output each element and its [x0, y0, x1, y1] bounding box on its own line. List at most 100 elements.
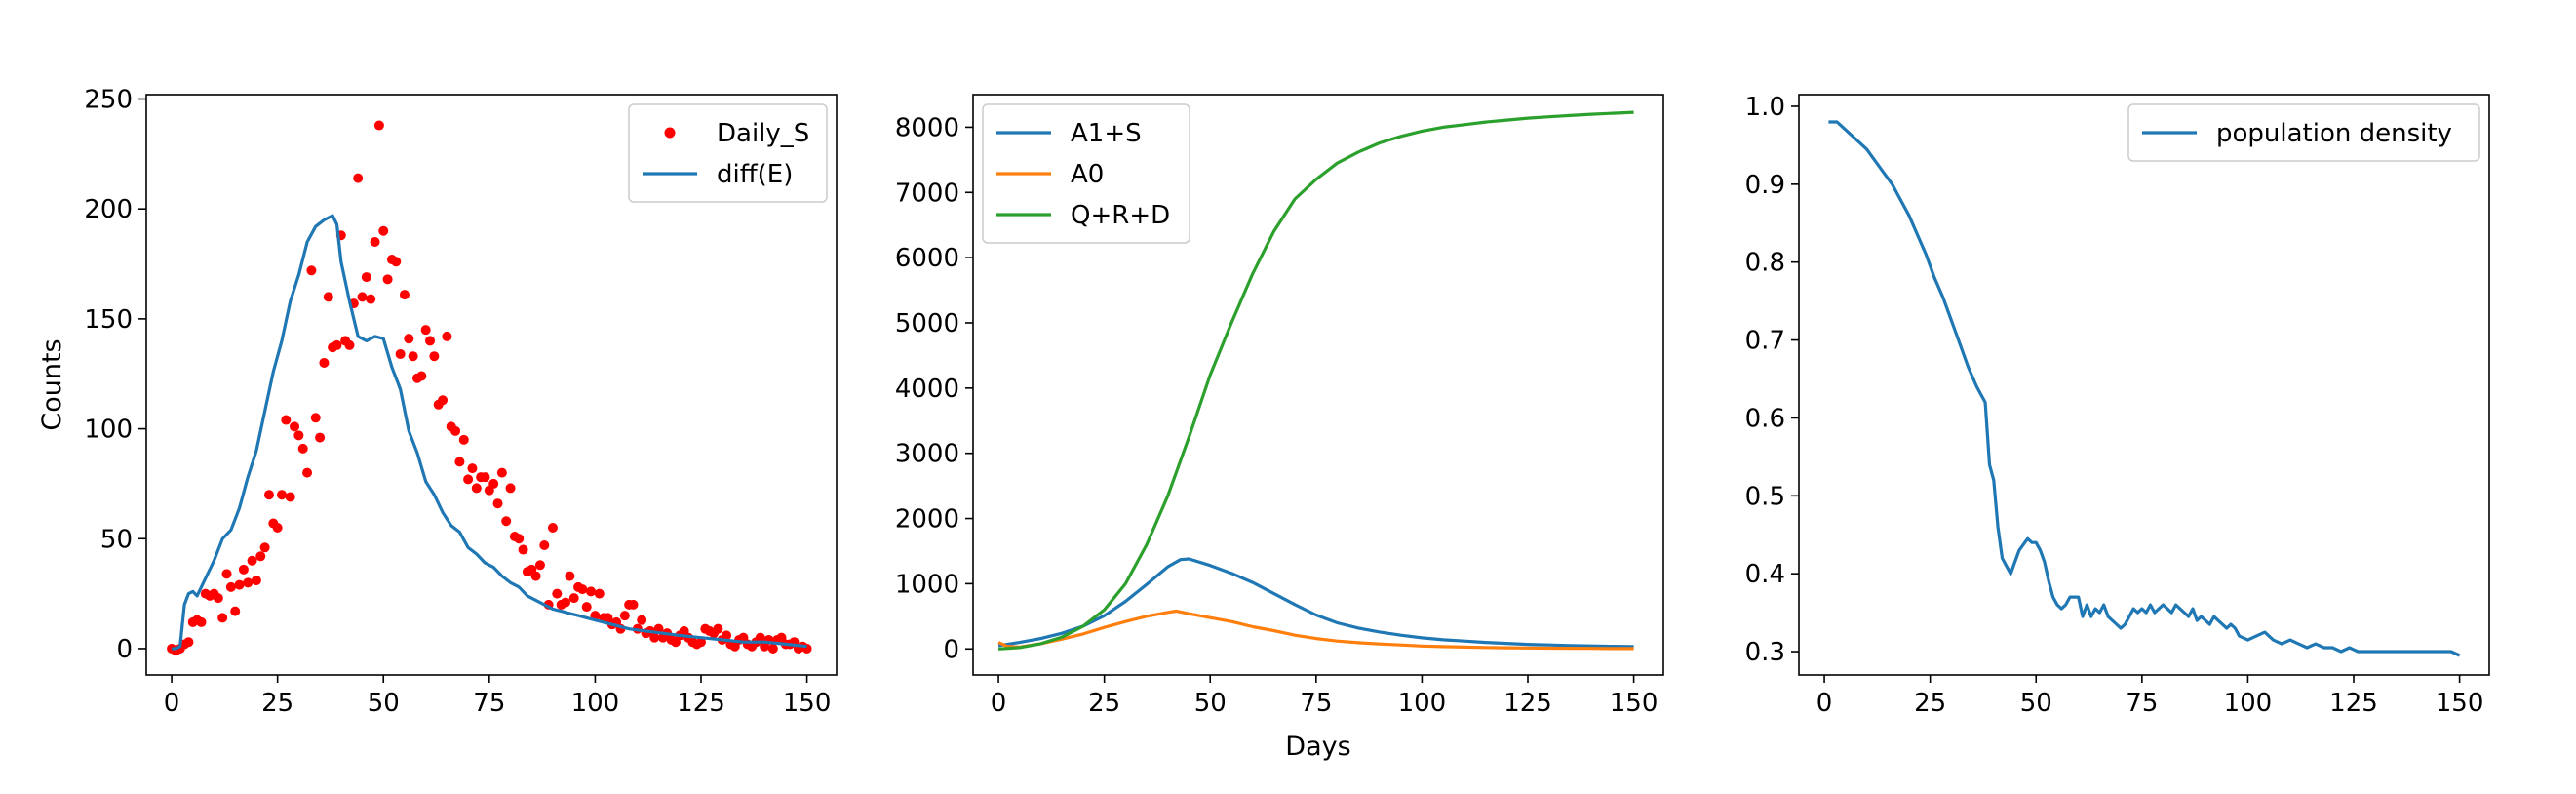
data-point: [259, 542, 270, 553]
legend-box: [628, 103, 828, 203]
data-point: [637, 615, 647, 625]
data-point: [581, 602, 592, 613]
data-point: [416, 371, 427, 381]
data-point: [501, 516, 512, 527]
data-point: [238, 564, 249, 575]
x-tick-label: 0: [1816, 689, 1833, 718]
y-tick-label: 7000: [895, 179, 959, 208]
y-tick-label: 0.4: [1745, 560, 1785, 589]
data-point: [251, 576, 261, 586]
data-point: [302, 467, 313, 478]
data-point: [539, 540, 550, 551]
legend: Daily_S diff(E): [628, 103, 828, 203]
x-tick-label: 75: [2126, 689, 2158, 718]
data-point: [463, 474, 474, 485]
data-point: [404, 334, 414, 344]
x-tick-label: 50: [2020, 689, 2052, 718]
legend-label: A0: [1071, 160, 1104, 189]
y-tick-label: 0.9: [1745, 171, 1785, 200]
data-point: [315, 432, 326, 443]
y-tick-label: 250: [84, 86, 133, 115]
y-tick-label: 2000: [895, 505, 959, 535]
data-point: [373, 120, 384, 131]
data-point: [234, 579, 245, 590]
x-tick-label: 75: [1300, 689, 1332, 718]
data-point: [480, 472, 490, 483]
data-point: [323, 292, 333, 302]
data-point: [496, 467, 507, 478]
x-tick-label: 50: [1194, 689, 1227, 718]
data-point: [196, 616, 207, 627]
data-point: [382, 274, 393, 285]
x-tick-label: 150: [783, 689, 832, 718]
data-point: [332, 339, 342, 350]
y-tick-label: 0.3: [1745, 638, 1785, 667]
x-tick-label: 75: [473, 689, 505, 718]
data-point: [594, 588, 605, 599]
legend-box: [982, 103, 1190, 244]
data-point: [518, 544, 528, 555]
plot-area: [997, 110, 1634, 651]
plot-area: [1828, 120, 2461, 657]
legend-label: Daily_S: [717, 119, 809, 148]
data-point: [425, 336, 436, 346]
legend-label: A1+S: [1071, 119, 1142, 148]
data-point: [505, 483, 516, 494]
y-tick-label: 0.6: [1745, 404, 1785, 433]
data-point: [353, 173, 364, 183]
data-point: [467, 463, 478, 474]
y-tick-label: 0.7: [1745, 327, 1785, 356]
data-point: [243, 577, 254, 588]
x-tick-label: 150: [2436, 689, 2484, 718]
axes-frame: [972, 94, 1664, 676]
data-point: [458, 434, 469, 445]
x-tick-label: 0: [991, 689, 1007, 718]
data-point: [357, 292, 368, 302]
data-point: [306, 265, 317, 276]
y-tick-label: 0.5: [1745, 482, 1785, 511]
data-point: [290, 421, 300, 432]
data-point: [577, 584, 588, 595]
data-point: [696, 637, 707, 648]
data-point: [586, 586, 597, 597]
legend-label: Q+R+D: [1071, 201, 1170, 230]
data-point: [429, 351, 440, 362]
data-point: [395, 348, 406, 359]
data-point: [293, 430, 304, 441]
data-point: [722, 630, 732, 641]
data-point: [217, 613, 228, 623]
data-point: [183, 637, 194, 648]
data-point: [225, 581, 236, 592]
y-tick-label: 1000: [895, 570, 959, 599]
y-tick-label: 0: [116, 635, 133, 664]
data-point: [565, 571, 575, 581]
data-point: [378, 225, 389, 236]
data-point: [319, 357, 330, 368]
data-point: [438, 395, 449, 406]
data-point: [649, 632, 660, 643]
plot-area: [167, 120, 812, 656]
y-tick-label: 8000: [895, 113, 959, 142]
y-tick-label: 4000: [895, 375, 959, 404]
data-point: [247, 555, 257, 566]
x-tick-label: 25: [1088, 689, 1120, 718]
y-tick-label: 0.8: [1745, 249, 1785, 278]
data-point: [488, 478, 499, 489]
y-axis-label: Counts: [37, 338, 67, 430]
data-point: [534, 560, 545, 571]
data-point: [552, 588, 563, 599]
data-point: [713, 623, 723, 634]
data-point: [213, 593, 223, 604]
data-point: [297, 443, 308, 454]
data-point: [230, 606, 241, 616]
y-tick-label: 1.0: [1745, 93, 1785, 122]
x-tick-label: 100: [571, 689, 620, 718]
x-tick-label: 100: [1398, 689, 1447, 718]
x-tick-label: 100: [2224, 689, 2273, 718]
y-tick-label: 5000: [895, 309, 959, 338]
x-axis-label: Days: [1285, 732, 1350, 762]
data-point: [370, 237, 380, 248]
y-tick-label: 100: [84, 416, 133, 445]
x-tick-label: 0: [164, 689, 180, 718]
y-tick-label: 150: [84, 305, 133, 335]
